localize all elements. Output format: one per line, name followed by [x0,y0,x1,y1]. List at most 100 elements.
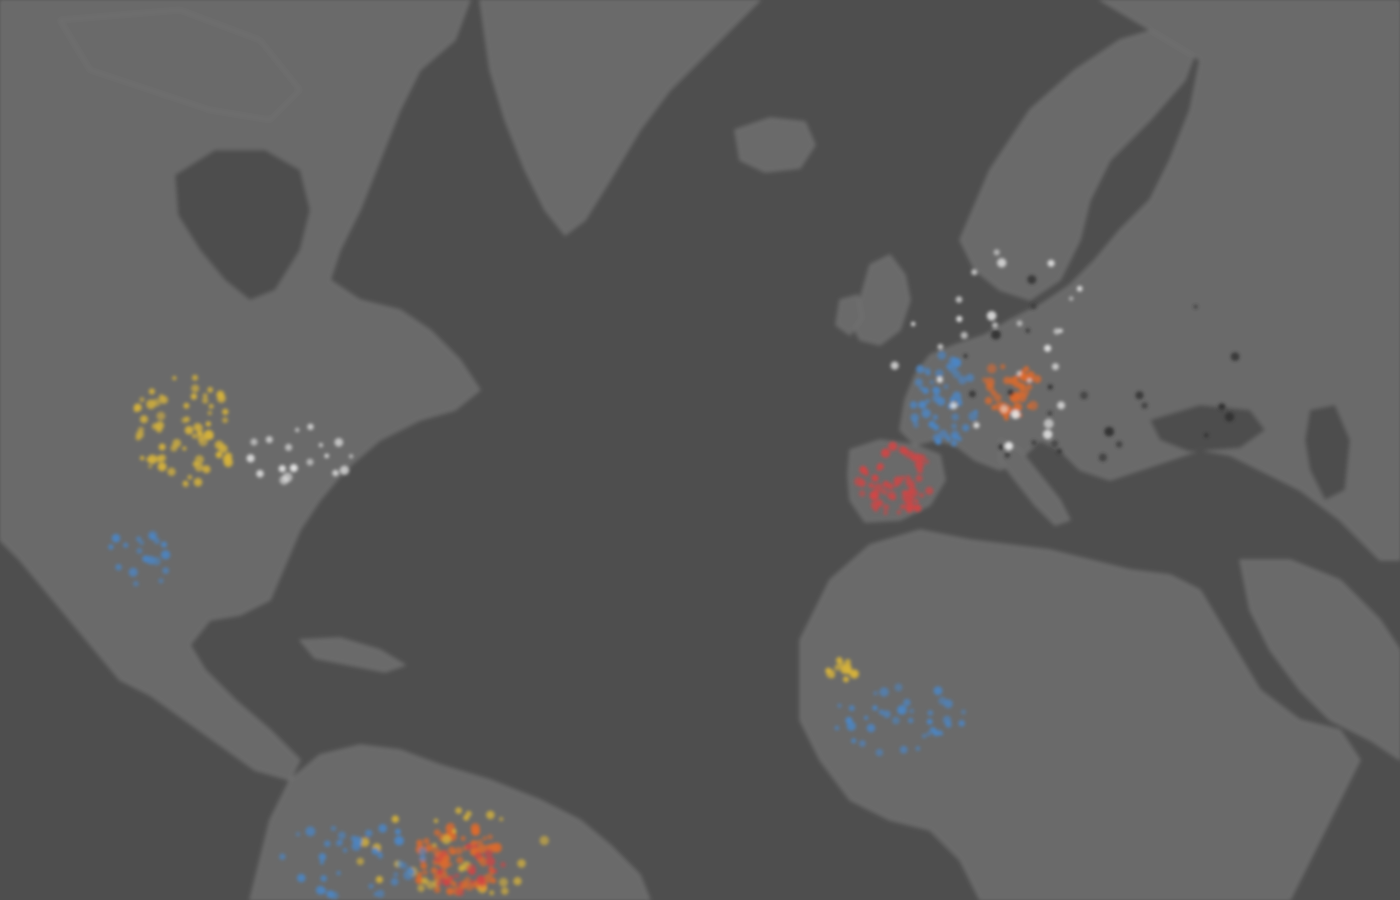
data-point[interactable] [417,884,425,892]
data-point[interactable] [932,424,940,431]
data-point[interactable] [897,705,907,715]
data-point[interactable] [137,426,145,433]
data-point[interactable] [376,889,385,898]
data-point[interactable] [436,869,443,876]
data-point[interactable] [482,836,487,841]
data-point[interactable] [986,311,997,321]
data-point[interactable] [1047,259,1055,267]
data-point[interactable] [208,403,214,409]
data-point[interactable] [1000,364,1006,370]
data-point[interactable] [914,378,923,387]
data-point[interactable] [869,491,879,501]
data-point[interactable] [866,723,876,733]
data-point[interactable] [834,725,840,731]
data-point[interactable] [454,873,460,879]
data-point[interactable] [155,421,165,430]
data-point[interactable] [900,475,906,480]
data-point[interactable] [1011,409,1020,419]
data-point[interactable] [202,397,209,404]
data-point[interactable] [1016,370,1022,376]
data-point[interactable] [318,853,327,861]
data-point[interactable] [460,836,466,841]
data-point[interactable] [193,477,203,487]
data-point[interactable] [1218,403,1226,411]
data-point[interactable] [468,867,476,876]
data-point[interactable] [921,408,931,419]
data-point[interactable] [349,454,354,459]
data-point[interactable] [849,669,860,679]
data-point[interactable] [840,665,850,675]
data-point[interactable] [193,422,202,432]
data-point[interactable] [899,504,905,510]
data-point[interactable] [916,365,925,374]
data-point[interactable] [371,847,379,855]
data-point[interactable] [1047,410,1053,416]
data-point[interactable] [426,843,434,852]
data-point[interactable] [158,443,166,451]
data-point[interactable] [332,469,339,477]
data-point[interactable] [1069,296,1074,301]
data-point[interactable] [896,510,902,515]
data-point[interactable] [365,829,373,837]
data-point[interactable] [216,390,225,399]
data-point[interactable] [887,483,894,490]
data-point[interactable] [439,877,446,883]
data-point[interactable] [477,839,483,846]
data-point[interactable] [925,398,931,404]
data-point[interactable] [968,390,976,398]
data-point[interactable] [431,846,440,855]
data-point[interactable] [908,488,919,498]
data-point[interactable] [893,476,903,486]
data-point[interactable] [136,547,143,554]
data-point[interactable] [360,837,370,847]
data-point[interactable] [447,861,453,867]
data-point[interactable] [285,443,293,451]
data-point[interactable] [297,873,306,883]
data-point[interactable] [956,400,963,406]
data-point[interactable] [456,856,464,864]
data-point[interactable] [396,860,404,868]
data-point[interactable] [906,479,915,488]
data-point[interactable] [158,454,167,462]
data-point[interactable] [1058,328,1063,333]
data-point[interactable] [305,826,316,837]
data-point[interactable] [993,393,1002,402]
data-point[interactable] [879,687,889,697]
data-point[interactable] [454,846,463,855]
data-point[interactable] [943,384,949,390]
data-point[interactable] [172,438,182,448]
data-point[interactable] [932,394,941,403]
data-point[interactable] [499,816,504,822]
data-point[interactable] [489,890,495,896]
data-point[interactable] [452,829,457,834]
data-point[interactable] [926,718,933,725]
data-point[interactable] [985,377,995,388]
data-point[interactable] [938,696,947,705]
data-point[interactable] [973,422,980,429]
data-point[interactable] [1056,448,1063,455]
data-point[interactable] [139,455,145,461]
data-point[interactable] [279,853,286,860]
data-point[interactable] [915,746,921,751]
data-point[interactable] [992,322,998,329]
data-point[interactable] [422,869,428,876]
data-point[interactable] [918,400,927,409]
data-point[interactable] [160,541,168,548]
data-point[interactable] [148,464,153,469]
data-point[interactable] [149,456,156,463]
data-point[interactable] [883,510,888,515]
data-point[interactable] [156,411,166,421]
data-point[interactable] [250,438,258,446]
data-point[interactable] [859,465,867,474]
data-point[interactable] [324,840,331,847]
data-point[interactable] [937,350,947,360]
data-point[interactable] [500,862,506,868]
data-point[interactable] [485,856,496,867]
data-point[interactable] [191,433,197,439]
data-point[interactable] [1057,401,1066,410]
data-point[interactable] [108,544,114,550]
data-point[interactable] [190,393,198,400]
data-point[interactable] [913,504,922,512]
data-point[interactable] [1020,387,1030,397]
data-point[interactable] [440,849,448,857]
